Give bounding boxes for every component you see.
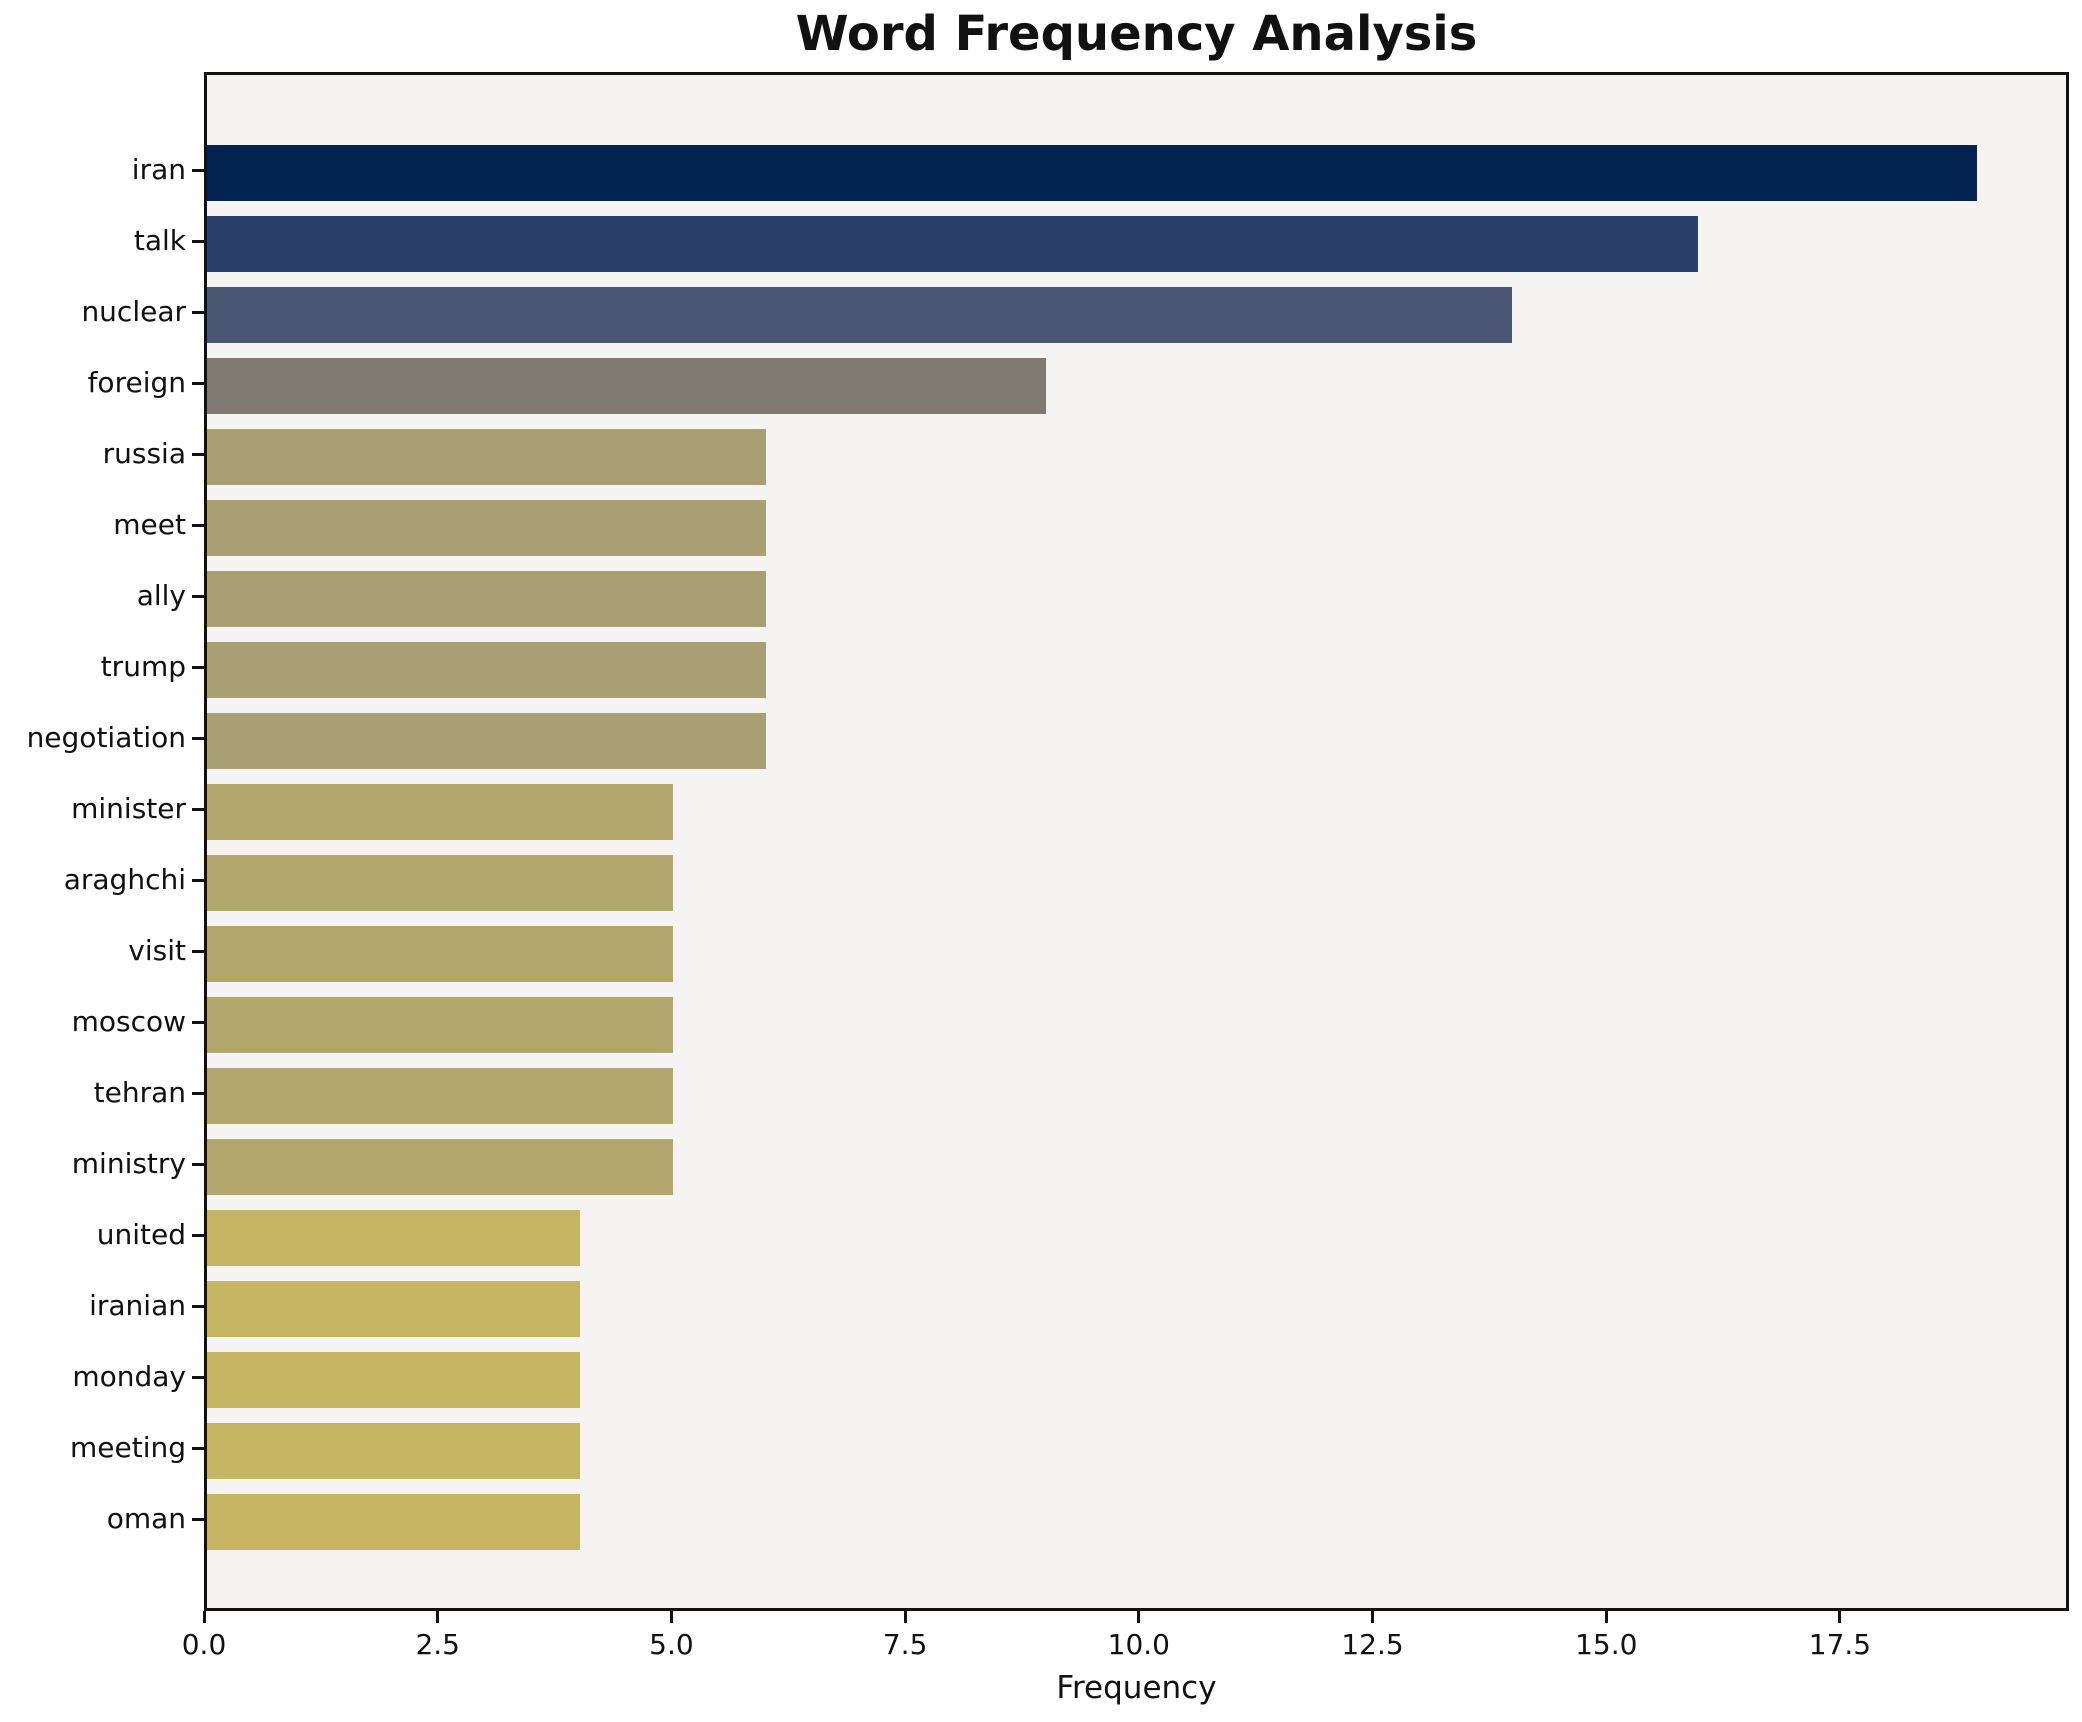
bar-ally xyxy=(207,571,767,627)
y-tick-label-nuclear: nuclear xyxy=(81,295,186,328)
y-tick-label-russia: russia xyxy=(102,437,186,470)
y-tick-mark xyxy=(192,1162,204,1166)
y-tick-label-meeting: meeting xyxy=(69,1431,186,1464)
y-tick-mark xyxy=(192,1020,204,1024)
bar-iran xyxy=(207,145,1978,201)
y-tick-mark xyxy=(192,168,204,172)
x-tick-mark xyxy=(1371,1611,1375,1623)
y-tick-mark xyxy=(192,1304,204,1308)
y-tick-mark xyxy=(192,1517,204,1521)
x-tick-mark xyxy=(202,1611,206,1623)
y-tick-mark xyxy=(192,239,204,243)
bar-negotiation xyxy=(207,713,767,769)
bar-united xyxy=(207,1210,580,1266)
bar-oman xyxy=(207,1494,580,1550)
y-tick-label-meet: meet xyxy=(113,508,186,541)
bar-trump xyxy=(207,642,767,698)
x-tick-mark xyxy=(1604,1611,1608,1623)
bar-russia xyxy=(207,429,767,485)
y-tick-mark xyxy=(192,878,204,882)
y-tick-mark xyxy=(192,523,204,527)
x-tick-label-17.5: 17.5 xyxy=(1808,1628,1872,1661)
bar-ministry xyxy=(207,1139,673,1195)
y-tick-label-iran: iran xyxy=(131,153,186,186)
y-tick-label-tehran: tehran xyxy=(93,1076,186,1109)
y-tick-mark xyxy=(192,949,204,953)
bar-iranian xyxy=(207,1281,580,1337)
y-tick-mark xyxy=(192,1233,204,1237)
x-tick-label-12.5: 12.5 xyxy=(1341,1628,1404,1661)
y-tick-mark xyxy=(192,1446,204,1450)
bar-minister xyxy=(207,784,673,840)
y-tick-label-monday: monday xyxy=(72,1360,186,1393)
x-tick-label-0.0: 0.0 xyxy=(181,1628,227,1661)
bar-meeting xyxy=(207,1423,580,1479)
y-tick-label-united: united xyxy=(96,1218,186,1251)
bar-visit xyxy=(207,926,673,982)
plot-area xyxy=(204,72,2069,1611)
chart-title: Word Frequency Analysis xyxy=(795,6,1478,62)
y-tick-mark xyxy=(192,736,204,740)
y-tick-label-negotiation: negotiation xyxy=(26,721,186,754)
y-tick-mark xyxy=(192,310,204,314)
x-tick-label-10.0: 10.0 xyxy=(1107,1628,1170,1661)
bar-monday xyxy=(207,1352,580,1408)
y-tick-mark xyxy=(192,452,204,456)
y-tick-mark xyxy=(192,1091,204,1095)
y-tick-mark xyxy=(192,381,204,385)
y-tick-label-minister: minister xyxy=(71,792,186,825)
bar-nuclear xyxy=(207,287,1512,343)
y-tick-label-visit: visit xyxy=(128,934,186,967)
y-tick-mark xyxy=(192,665,204,669)
y-tick-label-oman: oman xyxy=(106,1502,186,1535)
x-axis-label: Frequency xyxy=(1056,1670,1217,1706)
y-tick-label-foreign: foreign xyxy=(87,366,186,399)
x-tick-mark xyxy=(1137,1611,1141,1623)
x-tick-mark xyxy=(669,1611,673,1623)
bar-talk xyxy=(207,216,1698,272)
x-tick-label-2.5: 2.5 xyxy=(415,1628,460,1661)
x-tick-mark xyxy=(436,1611,440,1623)
bar-foreign xyxy=(207,358,1046,414)
y-tick-label-moscow: moscow xyxy=(71,1005,186,1038)
y-tick-label-talk: talk xyxy=(133,224,186,257)
x-tick-label-7.5: 7.5 xyxy=(882,1628,928,1661)
y-tick-label-iranian: iranian xyxy=(89,1289,186,1322)
bar-tehran xyxy=(207,1068,673,1124)
y-tick-mark xyxy=(192,1375,204,1379)
bar-araghchi xyxy=(207,855,673,911)
y-tick-mark xyxy=(192,594,204,598)
y-tick-mark xyxy=(192,807,204,811)
x-tick-mark xyxy=(1838,1611,1842,1623)
y-tick-label-ministry: ministry xyxy=(71,1147,186,1180)
x-tick-label-15.0: 15.0 xyxy=(1575,1628,1638,1661)
x-tick-label-5.0: 5.0 xyxy=(649,1628,694,1661)
y-tick-label-araghchi: araghchi xyxy=(63,863,186,896)
x-tick-mark xyxy=(903,1611,907,1623)
y-tick-label-trump: trump xyxy=(100,650,186,683)
bar-meet xyxy=(207,500,767,556)
y-tick-label-ally: ally xyxy=(136,579,186,612)
bar-moscow xyxy=(207,997,673,1053)
